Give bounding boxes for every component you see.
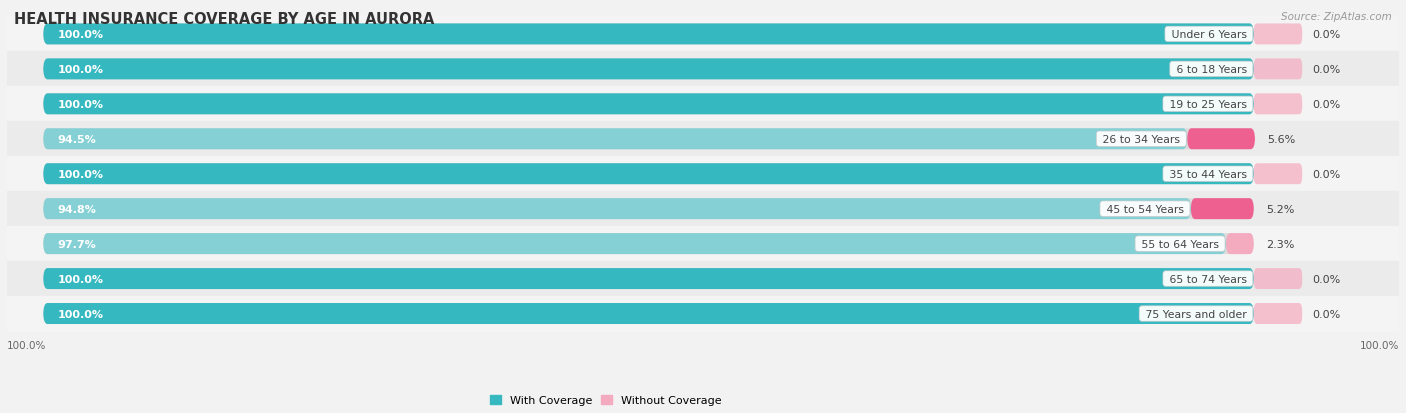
Bar [7, 157, 1399, 192]
Text: 6 to 18 Years: 6 to 18 Years [1173, 65, 1250, 75]
FancyBboxPatch shape [44, 303, 1254, 324]
FancyBboxPatch shape [44, 59, 1254, 80]
Text: 55 to 64 Years: 55 to 64 Years [1137, 239, 1222, 249]
Text: 100.0%: 100.0% [58, 169, 104, 179]
FancyBboxPatch shape [44, 199, 1191, 220]
Text: 94.8%: 94.8% [58, 204, 97, 214]
FancyBboxPatch shape [44, 234, 1254, 254]
Bar [7, 192, 1399, 227]
Text: 0.0%: 0.0% [1312, 30, 1340, 40]
FancyBboxPatch shape [44, 164, 1254, 185]
Text: 75 Years and older: 75 Years and older [1142, 309, 1250, 319]
Text: 26 to 34 Years: 26 to 34 Years [1099, 135, 1184, 145]
Bar [7, 87, 1399, 122]
FancyBboxPatch shape [1191, 199, 1254, 220]
FancyBboxPatch shape [1226, 234, 1254, 254]
Text: 100.0%: 100.0% [58, 309, 104, 319]
FancyBboxPatch shape [44, 24, 1254, 45]
Text: 100.0%: 100.0% [58, 65, 104, 75]
FancyBboxPatch shape [1254, 24, 1302, 45]
FancyBboxPatch shape [44, 268, 1254, 290]
Legend: With Coverage, Without Coverage: With Coverage, Without Coverage [485, 390, 725, 410]
Text: 0.0%: 0.0% [1312, 309, 1340, 319]
Text: 5.2%: 5.2% [1265, 204, 1295, 214]
Text: 35 to 44 Years: 35 to 44 Years [1166, 169, 1250, 179]
FancyBboxPatch shape [1254, 164, 1302, 185]
FancyBboxPatch shape [1187, 129, 1256, 150]
FancyBboxPatch shape [44, 234, 1226, 254]
Bar [7, 261, 1399, 296]
FancyBboxPatch shape [44, 94, 1254, 115]
Bar [7, 17, 1399, 52]
Text: 2.3%: 2.3% [1265, 239, 1295, 249]
Bar [7, 122, 1399, 157]
Text: 45 to 54 Years: 45 to 54 Years [1102, 204, 1187, 214]
FancyBboxPatch shape [44, 268, 1254, 290]
Text: 100.0%: 100.0% [58, 30, 104, 40]
Text: 97.7%: 97.7% [58, 239, 97, 249]
FancyBboxPatch shape [44, 303, 1254, 324]
Text: 100.0%: 100.0% [58, 274, 104, 284]
FancyBboxPatch shape [44, 164, 1254, 185]
FancyBboxPatch shape [44, 94, 1254, 115]
FancyBboxPatch shape [1254, 59, 1302, 80]
Bar [7, 52, 1399, 87]
Text: 100.0%: 100.0% [58, 100, 104, 109]
Text: Under 6 Years: Under 6 Years [1167, 30, 1250, 40]
Text: Source: ZipAtlas.com: Source: ZipAtlas.com [1281, 12, 1392, 22]
FancyBboxPatch shape [1254, 268, 1302, 290]
Text: 5.6%: 5.6% [1267, 135, 1295, 145]
FancyBboxPatch shape [44, 129, 1254, 150]
Text: 0.0%: 0.0% [1312, 100, 1340, 109]
Text: 65 to 74 Years: 65 to 74 Years [1166, 274, 1250, 284]
FancyBboxPatch shape [44, 129, 1187, 150]
Text: 19 to 25 Years: 19 to 25 Years [1166, 100, 1250, 109]
Bar [7, 227, 1399, 261]
Text: 0.0%: 0.0% [1312, 274, 1340, 284]
Text: HEALTH INSURANCE COVERAGE BY AGE IN AURORA: HEALTH INSURANCE COVERAGE BY AGE IN AURO… [14, 12, 434, 27]
FancyBboxPatch shape [1254, 94, 1302, 115]
FancyBboxPatch shape [1254, 303, 1302, 324]
FancyBboxPatch shape [44, 24, 1254, 45]
Text: 0.0%: 0.0% [1312, 65, 1340, 75]
FancyBboxPatch shape [44, 199, 1254, 220]
Text: 94.5%: 94.5% [58, 135, 97, 145]
Text: 0.0%: 0.0% [1312, 169, 1340, 179]
Text: 100.0%: 100.0% [7, 340, 46, 350]
Bar [7, 296, 1399, 331]
Text: 100.0%: 100.0% [1360, 340, 1399, 350]
FancyBboxPatch shape [44, 59, 1254, 80]
